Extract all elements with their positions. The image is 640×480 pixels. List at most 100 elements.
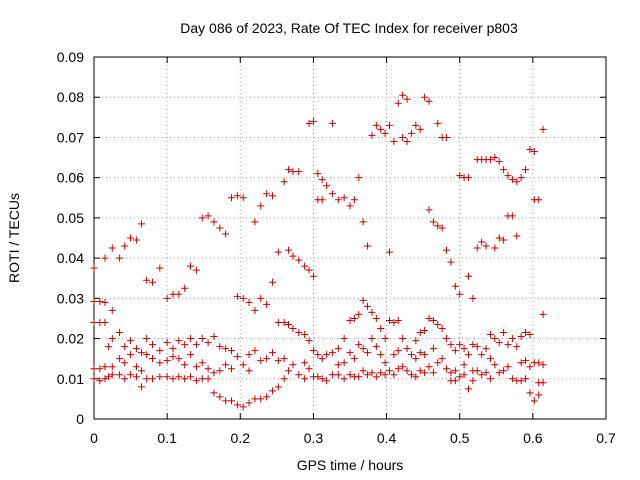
data-point-plus-marker [340,194,348,202]
data-point-plus-marker [116,329,124,337]
data-point-plus-marker [138,367,146,375]
data-point-plus-marker [233,353,241,361]
data-point-plus-marker [377,369,385,377]
data-point-plus-marker [535,196,543,204]
data-point-plus-marker [522,357,530,365]
grid-lines [94,57,606,419]
data-point-plus-marker [539,310,547,318]
data-point-plus-marker [377,351,385,359]
data-point-plus-marker [263,300,271,308]
data-point-plus-marker [390,371,398,379]
data-point-plus-marker [491,335,499,343]
data-point-plus-marker [438,224,446,232]
data-point-plus-marker [289,168,297,176]
data-point-plus-marker [285,367,293,375]
data-point-plus-marker [149,341,157,349]
y-tick-label: 0.03 [57,290,84,306]
data-point-plus-marker [508,335,516,343]
data-point-plus-marker [425,363,433,371]
data-point-plus-marker [289,252,297,260]
data-point-plus-marker [101,254,109,262]
data-point-plus-marker [187,351,195,359]
data-point-plus-marker [138,383,146,391]
data-point-plus-marker [328,371,336,379]
data-point-plus-marker [323,377,331,385]
data-point-plus-marker [121,359,129,367]
data-point-plus-marker [257,294,265,302]
data-point-plus-marker [280,178,288,186]
data-point-plus-marker [127,371,135,379]
data-point-plus-marker [295,329,303,337]
data-point-plus-marker [175,355,183,363]
data-point-plus-marker [399,133,407,141]
data-point-plus-marker [222,397,230,405]
data-point-plus-marker [478,351,486,359]
data-point-plus-marker [513,343,521,351]
data-point-plus-marker [522,166,530,174]
data-point-plus-marker [181,375,189,383]
data-point-plus-marker [132,373,140,381]
data-point-plus-marker [239,294,247,302]
data-point-plus-marker [350,314,358,322]
data-point-plus-marker [399,91,407,99]
data-point-plus-marker [526,363,534,371]
data-point-plus-marker [192,363,200,371]
data-point-plus-marker [504,172,512,180]
data-point-plus-marker [381,371,389,379]
data-point-plus-marker [163,357,171,365]
data-point-plus-marker [513,232,521,240]
data-point-plus-marker [169,345,177,353]
data-point-plus-marker [121,375,129,383]
data-point-plus-marker [274,383,282,391]
y-tick-label: 0.02 [57,331,84,347]
data-point-plus-marker [251,306,259,314]
data-point-plus-marker [90,365,98,373]
data-point-plus-marker [451,347,459,355]
y-axis-ticks: 0 0.01 0.02 0.03 0.04 0.05 0.06 0.07 0.08 0.09 [57,49,606,427]
data-point-plus-marker [372,121,380,129]
data-point-plus-marker [434,222,442,230]
data-point-plus-marker [526,146,534,154]
data-point-plus-marker [334,371,342,379]
data-point-plus-marker [309,347,317,355]
data-point-plus-marker [187,262,195,270]
data-point-plus-marker [425,206,433,214]
data-point-plus-marker [245,399,253,407]
data-point-plus-marker [101,363,109,371]
data-point-plus-marker [138,349,146,357]
data-point-plus-marker [456,373,464,381]
data-point-plus-marker [263,355,271,363]
data-point-plus-marker [192,341,200,349]
data-point-plus-marker [346,202,354,210]
data-point-plus-marker [318,375,326,383]
data-point-plus-marker [346,371,354,379]
data-point-plus-marker [486,156,494,164]
data-point-plus-marker [108,306,116,314]
data-point-plus-marker [301,375,309,383]
data-point-plus-marker [355,373,363,381]
data-point-plus-marker [429,316,437,324]
data-point-plus-marker [309,272,317,280]
data-point-plus-marker [175,373,183,381]
data-point-plus-marker [163,294,171,302]
data-point-plus-marker [132,363,140,371]
data-point-plus-marker [192,266,200,274]
data-point-plus-marker [334,345,342,353]
data-point-plus-marker [443,133,451,141]
data-point-plus-marker [478,238,486,246]
data-point-plus-marker [508,375,516,383]
data-point-plus-marker [504,363,512,371]
data-point-plus-marker [143,335,151,343]
data-point-plus-marker [451,377,459,385]
data-point-plus-marker [143,276,151,284]
data-point-plus-marker [412,373,420,381]
y-tick-label: 0.08 [57,89,84,105]
data-point-plus-marker [318,355,326,363]
data-point-plus-marker [143,351,151,359]
data-point-plus-marker [132,236,140,244]
data-point-plus-marker [359,345,367,353]
data-point-plus-marker [198,375,206,383]
data-point-plus-marker [305,337,313,345]
data-point-plus-marker [421,327,429,335]
data-point-plus-marker [407,351,415,359]
